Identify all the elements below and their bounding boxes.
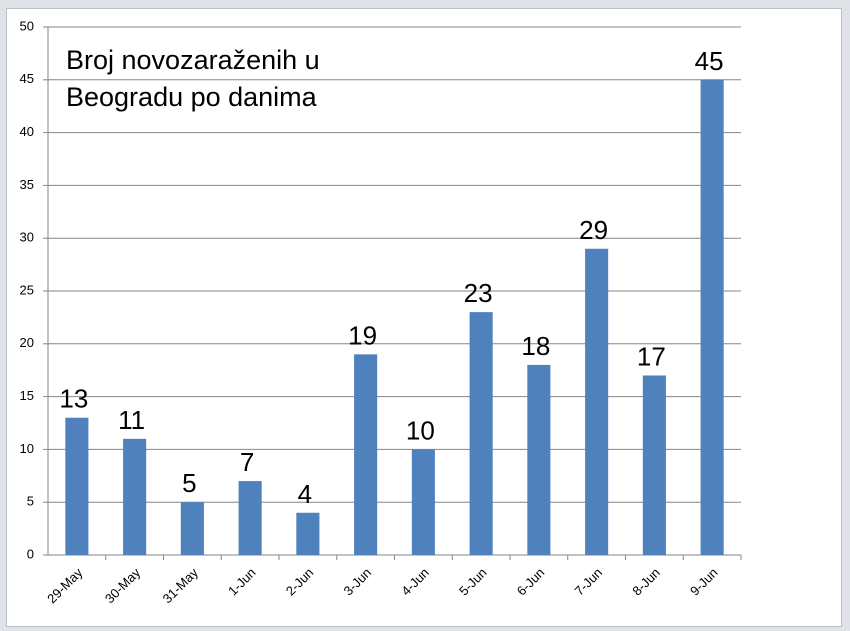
data-label: 4 [298,479,312,509]
data-label: 13 [59,384,88,414]
bar [296,512,320,555]
bar [180,502,204,555]
data-label: 29 [579,215,608,245]
x-tick-label: 6-Jun [514,565,548,599]
y-tick-label: 45 [20,71,34,86]
x-tick-label: 2-Jun [283,565,317,599]
x-tick-label: 31-May [160,565,202,607]
data-label: 5 [182,468,196,498]
data-label: 23 [464,278,493,308]
y-tick-label: 50 [20,18,34,33]
data-label: 11 [118,405,145,435]
x-tick-label: 4-Jun [398,565,432,599]
data-label: 7 [240,447,254,477]
x-tick-label: 7-Jun [572,565,606,599]
bar [354,354,378,555]
chart-title: Broj novozaraženih u Beogradu po danima [66,45,320,112]
x-tick-label: 29-May [44,565,86,607]
x-tick-label: 8-Jun [629,565,663,599]
bar [65,417,89,555]
data-label: 10 [406,415,435,445]
y-tick-label: 20 [20,335,34,350]
y-tick-label: 5 [27,494,34,509]
x-tick-label: 3-Jun [341,565,375,599]
bar [527,364,551,555]
bar [700,79,724,556]
data-label: 18 [521,331,550,361]
bar [411,449,435,555]
bar [642,375,666,555]
bar [469,312,493,555]
x-tick-label: 1-Jun [225,565,259,599]
bar [123,438,147,555]
y-tick-label: 0 [27,546,34,561]
data-label: 17 [637,341,666,371]
x-tick-label: 30-May [102,565,144,607]
data-label: 19 [348,320,377,350]
x-tick-label: 5-Jun [456,565,490,599]
bar [585,248,609,555]
y-tick-label: 40 [20,124,34,139]
x-tick-label: 9-Jun [687,565,721,599]
y-tick-label: 25 [20,282,34,297]
y-tick-label: 35 [20,177,34,192]
y-tick-label: 15 [20,388,34,403]
y-tick-label: 30 [20,230,34,245]
data-label: 45 [695,46,724,76]
y-tick-label: 10 [20,441,34,456]
bar [238,481,262,555]
